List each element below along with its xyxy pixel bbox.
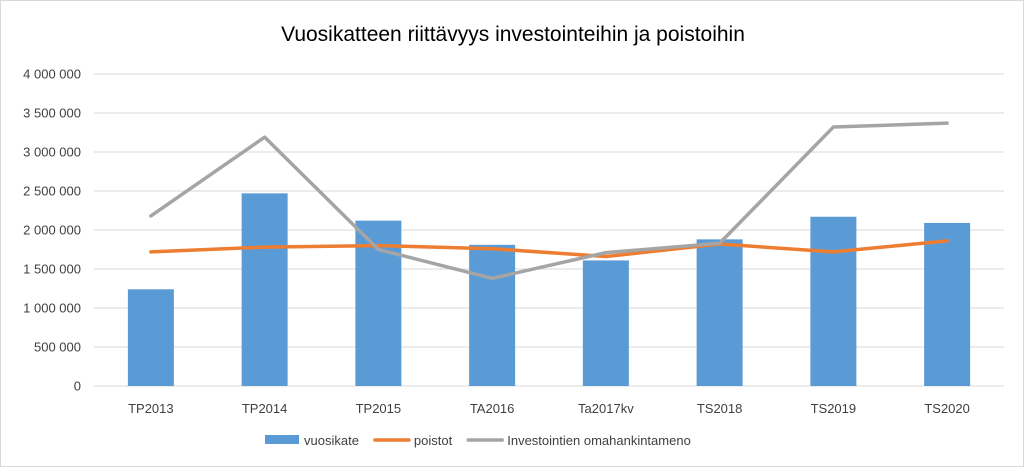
bar-series xyxy=(127,193,971,386)
x-tick-label: TP2013 xyxy=(128,401,174,416)
y-tick-label: 500 000 xyxy=(34,340,81,355)
x-axis-ticks: TP2013 TP2014 TP2015 TA2016 Ta2017kv TS2018 TS… xyxy=(128,401,970,416)
y-tick-label: 1 500 000 xyxy=(23,262,81,277)
bar-vuosikate xyxy=(241,193,288,386)
legend-label: vuosikate xyxy=(304,433,359,448)
y-tick-label: 1 000 000 xyxy=(23,301,81,316)
y-tick-label: 0 xyxy=(74,379,81,394)
gridlines xyxy=(94,73,1004,387)
bar-vuosikate xyxy=(924,222,971,386)
y-tick-label: 4 000 000 xyxy=(23,67,81,82)
legend-label: Investointien omahankintameno xyxy=(507,433,691,448)
line-series xyxy=(149,121,949,281)
legend: vuosikate poistot Investointien omahankint… xyxy=(265,433,691,448)
line-investointien-omahankintameno xyxy=(149,121,949,281)
y-tick-label: 3 500 000 xyxy=(23,106,81,121)
chart-title: Vuosikatteen riittävyys investointeihin … xyxy=(281,23,745,46)
legend-swatch xyxy=(265,435,299,444)
x-tick-label: TS2020 xyxy=(924,401,970,416)
x-tick-label: TP2015 xyxy=(356,401,402,416)
line-poistot xyxy=(149,239,949,259)
bar-vuosikate xyxy=(810,216,857,386)
bar-vuosikate xyxy=(127,289,174,386)
y-tick-label: 3 000 000 xyxy=(23,145,81,160)
x-tick-label: TS2018 xyxy=(697,401,743,416)
bar-vuosikate xyxy=(469,244,516,386)
x-tick-label: TA2016 xyxy=(470,401,515,416)
x-tick-label: Ta2017kv xyxy=(578,401,634,416)
y-tick-label: 2 500 000 xyxy=(23,184,81,199)
bar-vuosikate xyxy=(582,260,629,386)
legend-label: poistot xyxy=(414,433,453,448)
y-axis-ticks: 0 500 000 1 000 000 1 500 000 2 000 000 2 500… xyxy=(23,67,81,394)
x-tick-label: TS2019 xyxy=(811,401,857,416)
bar-vuosikate xyxy=(696,239,743,386)
x-tick-label: TP2014 xyxy=(242,401,288,416)
y-tick-label: 2 000 000 xyxy=(23,223,81,238)
